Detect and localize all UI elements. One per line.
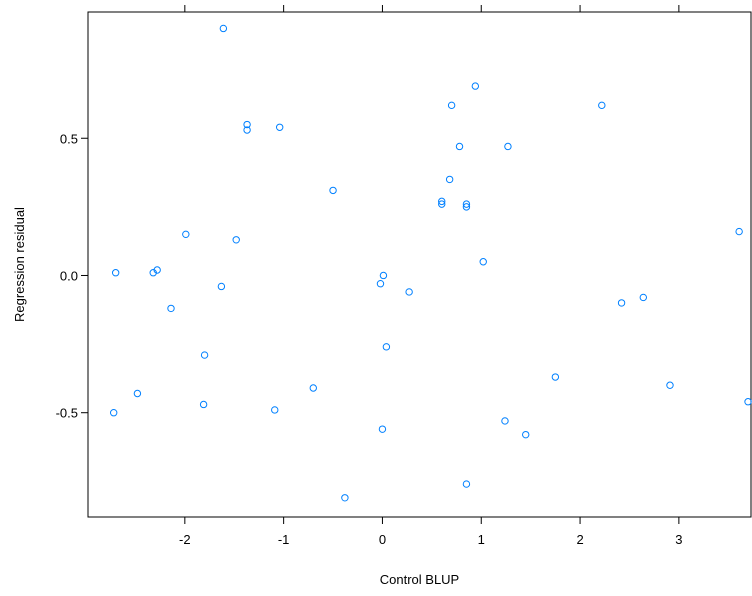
data-point: [639, 293, 647, 302]
y-tick-label: 0.0: [60, 268, 78, 283]
plot-frame: [87, 11, 752, 518]
data-point: [455, 142, 464, 151]
x-tick-label: 1: [478, 532, 485, 547]
x-tick-label: -1: [278, 532, 290, 547]
data-point: [182, 230, 190, 239]
data-point: [271, 406, 279, 414]
data-point: [617, 299, 626, 307]
data-point: [167, 304, 175, 313]
data-points: [109, 24, 752, 502]
data-point: [598, 101, 606, 110]
data-point: [232, 236, 240, 244]
data-point: [309, 384, 317, 392]
data-point: [341, 494, 349, 502]
data-point: [200, 351, 209, 359]
data-point: [462, 480, 471, 488]
x-tick-label: 3: [675, 532, 682, 547]
data-point: [109, 409, 118, 417]
data-point: [405, 288, 413, 296]
data-point: [735, 227, 743, 236]
data-point: [243, 126, 251, 134]
y-axis-ticks: -0.5 0.0 0.5: [56, 131, 88, 421]
y-tick-label: 0.5: [60, 131, 78, 146]
data-point: [217, 282, 226, 291]
data-point: [379, 271, 388, 280]
data-point: [501, 417, 509, 425]
data-point: [219, 24, 228, 33]
data-point: [744, 398, 752, 406]
data-point: [471, 82, 480, 90]
data-point: [382, 343, 391, 351]
data-point: [376, 280, 385, 288]
y-tick-label: -0.5: [56, 406, 78, 421]
x-axis-ticks: -2 -1 0 1 2 3: [179, 5, 682, 547]
data-point: [504, 142, 512, 151]
data-point: [329, 186, 337, 195]
data-point: [275, 123, 284, 131]
data-point: [462, 200, 471, 208]
data-point: [199, 400, 208, 409]
x-tick-label: 0: [379, 532, 386, 547]
data-point: [445, 175, 454, 184]
plot-border: [87, 11, 752, 518]
y-axis-label: Regression residual: [12, 207, 27, 322]
x-tick-label: 2: [576, 532, 583, 547]
data-point: [438, 197, 446, 206]
data-point: [479, 258, 487, 266]
data-point: [149, 269, 157, 277]
x-axis-label: Control BLUP: [380, 572, 459, 587]
data-point: [462, 203, 471, 211]
data-point: [666, 381, 674, 389]
data-point: [438, 200, 446, 208]
data-point: [378, 425, 387, 433]
data-point: [551, 373, 560, 381]
data-point: [133, 389, 142, 398]
data-point: [522, 430, 530, 439]
x-tick-label: -2: [179, 532, 191, 547]
data-point: [447, 101, 456, 110]
data-point: [243, 120, 251, 129]
data-point: [111, 269, 120, 277]
